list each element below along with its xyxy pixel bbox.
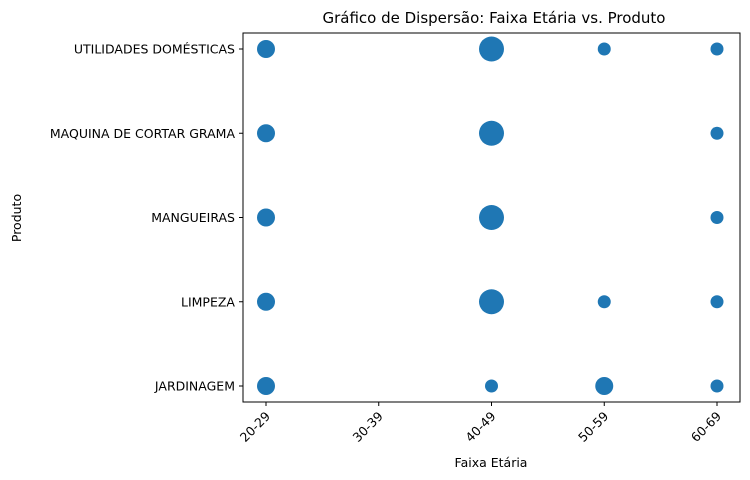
scatter-point xyxy=(479,289,504,315)
plot-area xyxy=(257,36,724,395)
x-tick-label: 40-49 xyxy=(462,408,498,444)
scatter-point xyxy=(257,124,275,143)
scatter-point xyxy=(485,379,498,393)
scatter-point xyxy=(257,292,275,311)
y-axis: JARDINAGEM LIMPEZA MANGUEIRAS MAQUINA DE CO… xyxy=(50,42,243,394)
y-tick-label: MANGUEIRAS xyxy=(151,210,235,225)
chart-title: Gráfico de Dispersão: Faixa Etária vs. P… xyxy=(322,9,665,27)
scatter-point xyxy=(597,295,611,309)
x-tick-label: 30-39 xyxy=(350,408,386,444)
scatter-point xyxy=(710,126,724,140)
scatter-point xyxy=(710,295,724,309)
x-tick-label: 60-69 xyxy=(688,408,724,444)
scatter-point xyxy=(257,377,275,395)
y-tick-label: JARDINAGEM xyxy=(154,379,235,394)
scatter-point xyxy=(710,42,724,56)
scatter-point xyxy=(257,208,275,227)
scatter-point xyxy=(257,40,275,58)
scatter-point xyxy=(479,120,504,146)
x-axis-label: Faixa Etária xyxy=(455,455,528,470)
x-axis: 20-29 30-39 40-49 50-59 60-69 xyxy=(237,402,724,445)
scatter-point xyxy=(597,42,611,56)
y-tick-label: LIMPEZA xyxy=(181,294,235,309)
x-tick-label: 50-59 xyxy=(575,408,611,444)
scatter-point xyxy=(479,36,504,62)
scatter-point xyxy=(595,377,614,395)
scatter-point xyxy=(710,211,724,224)
scatter-point xyxy=(479,205,504,230)
x-tick-label: 20-29 xyxy=(237,408,273,444)
y-tick-label: UTILIDADES DOMÉSTICAS xyxy=(74,42,235,57)
y-tick-label: MAQUINA DE CORTAR GRAMA xyxy=(50,126,236,141)
scatter-point xyxy=(710,379,724,393)
y-axis-label: Produto xyxy=(9,194,24,242)
